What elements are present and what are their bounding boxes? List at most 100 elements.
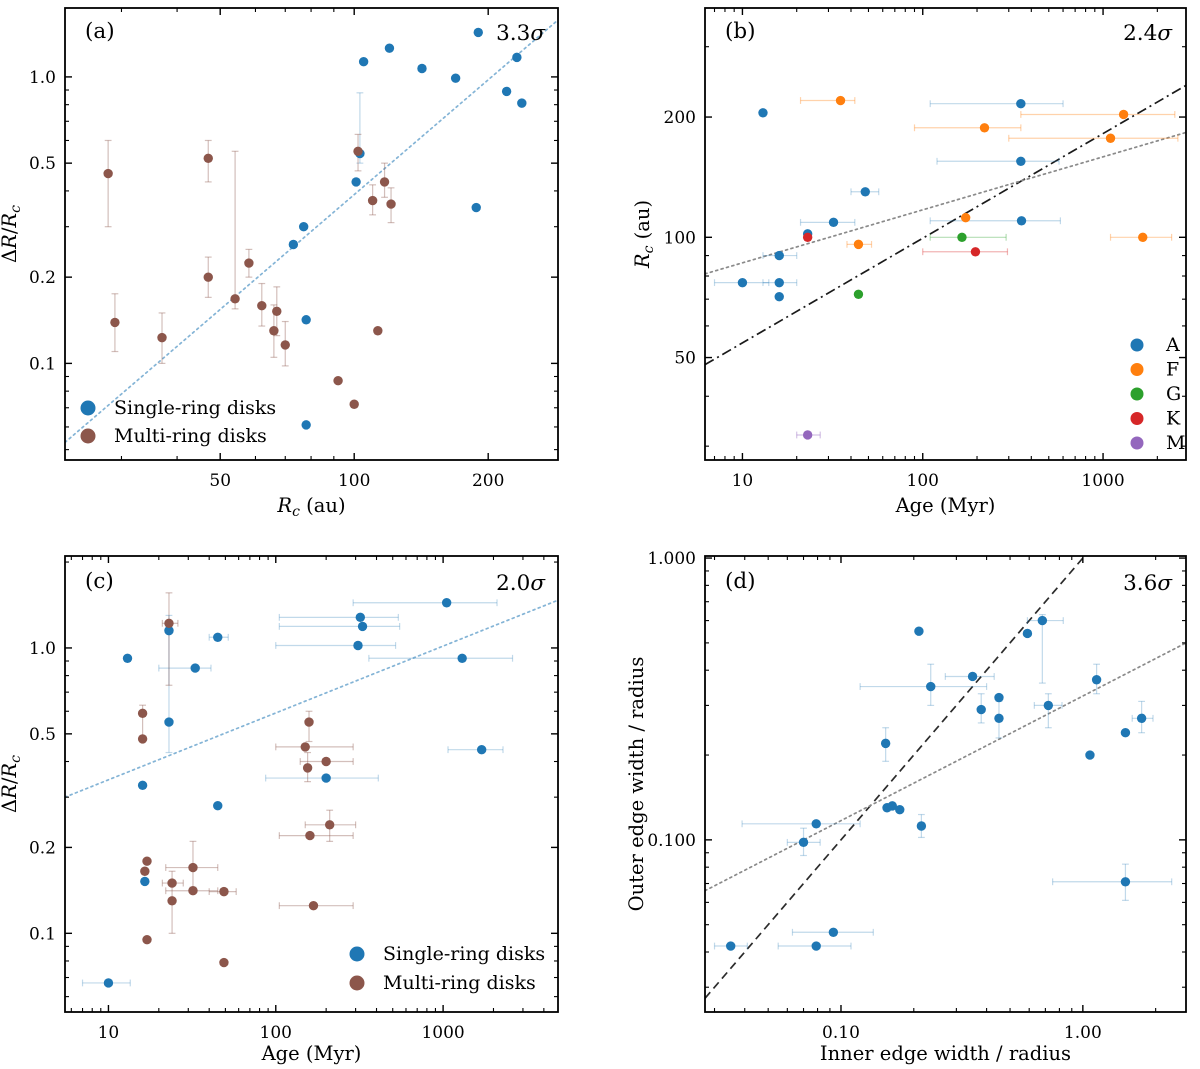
data-point-f [960,212,971,223]
x-tick-label: 100 [260,1023,292,1043]
x-tick-label: 0.10 [822,1023,860,1043]
trend-lines [65,19,558,444]
data-point-disks [828,927,839,937]
sigma-annotation-segment: 2.4 [1123,21,1157,46]
data-point-single-ring-disks [473,27,483,38]
legend-marker [349,975,365,991]
data-point-single-ring-disks [122,653,133,663]
legend-marker [349,946,365,962]
data-point-multi-ring-disks [137,708,148,719]
x-axis-label: Age (Myr) [895,494,996,517]
y-tick-label: 100 [664,228,696,248]
data-point-single-ring-disks [417,63,427,74]
panel-b: 10 100 1000 200 100 50 Age (Myr) Rc (au) (b) 2.4σ… [631,7,1187,517]
legend-label: M [1166,432,1185,454]
sigma-annotation-segment: σ [530,571,546,596]
trend-lines [705,556,1186,999]
data-point-disks [1043,700,1054,711]
legend-label: F [1166,359,1179,381]
data-point-disks [994,692,1004,703]
y-tick-label: 1.0 [29,68,56,88]
data-point-multi-ring-disks [110,317,120,328]
y-tick-label: 1.0 [29,639,56,659]
axis-ticks [705,556,1186,1012]
x-axis-label-segment: (au) [300,494,346,517]
data-point-single-ring-disks [355,612,366,623]
x-tick-label: 100 [338,471,370,491]
legend-label: K [1166,408,1181,430]
data-point-m [802,430,813,440]
y-axis-label: ΔR/Rc [0,755,24,813]
y-tick-label: 50 [674,349,696,369]
y-axis-label-segment: R [0,763,21,779]
legend-label: Single-ring disks [114,397,276,419]
panel-letter: (d) [725,569,756,594]
y-tick-label: 0.5 [29,725,56,745]
y-axis-label: Rc (au) [631,200,657,269]
data-point-multi-ring-disks [140,866,150,876]
sigma-annotation: 2.0σ [496,571,546,596]
panel-d: 0.10 1.00 1.000 0.100 Inner edge width / rad… [625,549,1187,1065]
data-point-disks [880,738,891,749]
legend-marker [1130,363,1144,376]
legend-marker [1130,436,1144,450]
data-point-multi-ring-disks [321,756,331,767]
data-point-f [853,239,864,250]
data-point-multi-ring-disks [230,294,240,304]
y-axis-label-segment: / [0,777,21,784]
data-point-a [774,250,784,261]
y-axis-label-segment: c [641,245,657,253]
data-point-multi-ring-disks [142,934,152,945]
y-axis-label-segment: Δ [0,799,21,813]
data-point-multi-ring-disks [167,896,177,906]
data-point-disks [1037,615,1048,626]
data-point-multi-ring-disks [349,399,359,409]
data-point-f [835,95,846,106]
y-axis-label-segment: Outer edge width / radius [625,657,648,912]
data-point-disks [811,819,821,829]
panel-letter: (b) [725,19,756,44]
data-point-multi-ring-disks [257,300,267,311]
data-point-multi-ring-disks [373,326,383,336]
data-point-single-ring-disks [301,315,311,325]
sigma-annotation: 3.3σ [496,21,546,46]
data-point-a [1016,216,1027,226]
data-point-single-ring-disks [298,222,309,232]
data-point-k [802,232,813,242]
data-point-multi-ring-disks [304,717,314,727]
trend-line-dotted [65,19,558,444]
x-tick-label: 1000 [421,1023,464,1043]
data-point-disks [1085,750,1095,760]
data-point-disks [726,941,736,951]
data-point-k [970,247,981,257]
data-point-multi-ring-disks [280,340,290,350]
y-axis-label-segment: / [0,227,21,234]
data-point-a [1016,98,1026,109]
y-tick-label: 1.000 [647,549,696,569]
data-point-a [1016,156,1026,166]
data-point-single-ring-disks [213,632,223,642]
data-point-multi-ring-disks [302,763,313,773]
data-point-multi-ring-disks [203,153,213,163]
y-tick-label: 0.1 [29,354,56,374]
data-point-multi-ring-disks [300,742,310,752]
y-axis-label-segment: c [8,205,24,213]
plot-border [64,7,559,461]
legend: Single-ring disks Multi-ring disks [80,397,276,447]
data-point-disks [798,837,809,848]
data-point-multi-ring-disks [386,199,396,209]
panel-letter: (c) [85,569,114,594]
sigma-annotation: 3.6σ [1123,571,1173,596]
sigma-annotation-segment: σ [530,21,546,46]
data-point-disks [914,626,924,636]
data-point-multi-ring-disks [167,878,177,888]
data-point-multi-ring-disks [305,830,315,841]
data-point-single-ring-disks [353,640,363,651]
data-point-disks [916,821,927,831]
plot-border [704,555,1187,1013]
data-point-f [1105,133,1116,143]
data-point-a [860,187,870,197]
